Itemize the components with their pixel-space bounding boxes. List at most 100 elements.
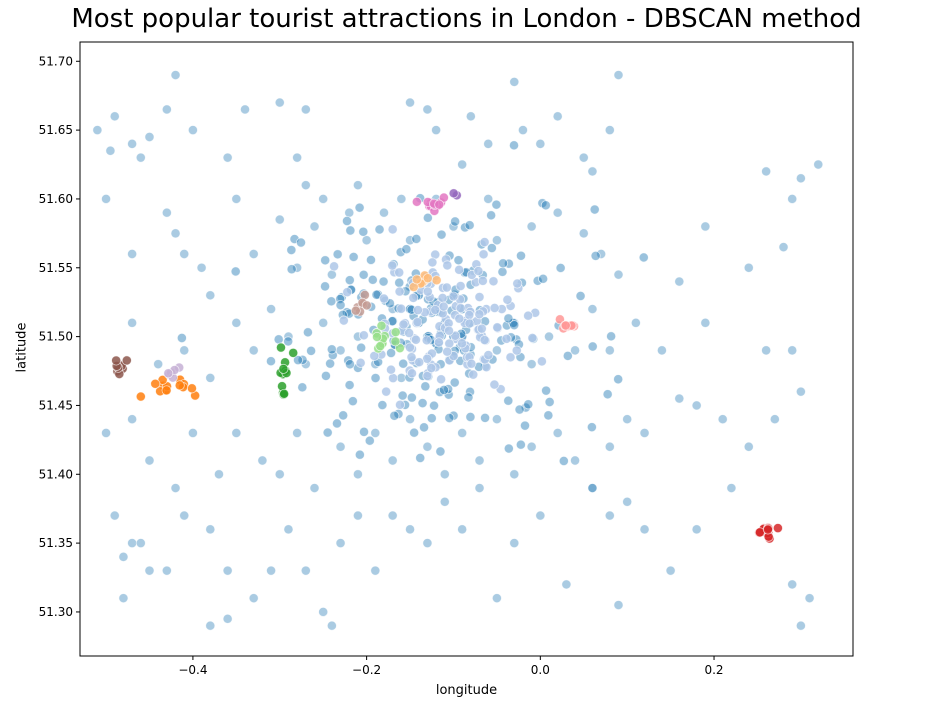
noise-point bbox=[283, 336, 294, 347]
noise-point bbox=[320, 281, 331, 292]
noise-point bbox=[356, 342, 367, 353]
noise-point bbox=[726, 483, 737, 494]
noise-point bbox=[179, 249, 190, 260]
noise-point bbox=[422, 104, 433, 115]
noise-point bbox=[248, 249, 259, 260]
cluster-7-point bbox=[375, 341, 386, 352]
cluster-0-point bbox=[421, 335, 432, 346]
cluster-0-point bbox=[473, 266, 484, 277]
noise-point bbox=[613, 600, 624, 611]
y-tick-label: 51.35 bbox=[39, 536, 73, 550]
noise-point bbox=[344, 359, 355, 370]
noise-point bbox=[769, 414, 780, 425]
cluster-0-point bbox=[329, 261, 340, 272]
noise-point bbox=[700, 317, 711, 328]
noise-point bbox=[691, 524, 702, 535]
noise-point bbox=[101, 427, 112, 438]
cluster-0-point bbox=[410, 334, 421, 345]
cluster-0-point bbox=[454, 313, 465, 324]
noise-point bbox=[358, 226, 369, 237]
cluster-3-point bbox=[772, 523, 783, 534]
noise-point bbox=[503, 395, 514, 406]
noise-point bbox=[222, 152, 233, 163]
cluster-0-point bbox=[502, 294, 513, 305]
noise-point bbox=[292, 152, 303, 163]
noise-point bbox=[438, 384, 449, 395]
cluster-9-point bbox=[560, 320, 571, 331]
cluster-8-point bbox=[422, 273, 433, 284]
noise-point bbox=[231, 317, 242, 328]
noise-point bbox=[293, 355, 304, 366]
cluster-0-point bbox=[478, 249, 489, 260]
y-tick-label: 51.50 bbox=[39, 330, 73, 344]
noise-point bbox=[332, 418, 343, 429]
noise-point bbox=[474, 483, 485, 494]
cluster-0-point bbox=[448, 291, 459, 302]
noise-point bbox=[161, 104, 172, 115]
noise-point bbox=[743, 441, 754, 452]
noise-point bbox=[283, 524, 294, 535]
noise-point bbox=[415, 452, 426, 463]
noise-point bbox=[387, 455, 398, 466]
noise-point bbox=[395, 247, 406, 258]
noise-point bbox=[604, 345, 615, 356]
noise-point bbox=[674, 276, 685, 287]
noise-point bbox=[778, 242, 789, 253]
noise-point bbox=[449, 377, 460, 388]
noise-point bbox=[266, 565, 277, 576]
noise-point bbox=[378, 207, 389, 218]
noise-point bbox=[135, 538, 146, 549]
noise-point bbox=[320, 370, 331, 381]
y-tick-label: 51.40 bbox=[39, 467, 73, 481]
noise-point bbox=[523, 399, 534, 410]
noise-point bbox=[558, 455, 569, 466]
noise-point bbox=[491, 414, 502, 425]
noise-point bbox=[700, 221, 711, 232]
noise-point bbox=[266, 304, 277, 315]
y-tick-label: 51.45 bbox=[39, 398, 73, 412]
noise-point bbox=[359, 426, 370, 437]
cluster-5-point bbox=[121, 355, 132, 366]
cluster-0-point bbox=[474, 309, 485, 320]
noise-point bbox=[691, 400, 702, 411]
cluster-1-point bbox=[174, 380, 185, 391]
cluster-0-point bbox=[464, 318, 475, 329]
noise-point bbox=[474, 455, 485, 466]
noise-point bbox=[144, 455, 155, 466]
noise-point bbox=[406, 392, 417, 403]
noise-point bbox=[491, 345, 502, 356]
noise-point bbox=[347, 396, 358, 407]
noise-point bbox=[561, 579, 572, 590]
noise-point bbox=[409, 427, 420, 438]
cluster-0-point bbox=[414, 357, 425, 368]
noise-point bbox=[804, 593, 815, 604]
noise-point bbox=[361, 235, 372, 246]
noise-point bbox=[153, 359, 164, 370]
noise-point bbox=[374, 224, 385, 235]
noise-point bbox=[543, 410, 554, 421]
noise-point bbox=[419, 422, 430, 433]
noise-point bbox=[578, 152, 589, 163]
cluster-0-point bbox=[489, 302, 500, 313]
cluster-6-point bbox=[434, 199, 445, 210]
cluster-0-point bbox=[455, 303, 466, 314]
cluster-0-point bbox=[443, 325, 454, 336]
noise-point bbox=[332, 249, 343, 260]
noise-point bbox=[135, 152, 146, 163]
cluster-0-point bbox=[358, 330, 369, 341]
cluster-0-point bbox=[433, 337, 444, 348]
cluster-0-point bbox=[381, 386, 392, 397]
noise-point bbox=[674, 393, 685, 404]
noise-point bbox=[231, 427, 242, 438]
x-tick-label: 0.2 bbox=[704, 663, 723, 677]
noise-point bbox=[509, 469, 520, 480]
noise-point bbox=[519, 420, 530, 431]
noise-point bbox=[813, 159, 824, 170]
cluster-0-point bbox=[378, 293, 389, 304]
noise-point bbox=[465, 411, 476, 422]
noise-point bbox=[515, 250, 526, 261]
noise-point bbox=[396, 193, 407, 204]
y-axis-label: latitude bbox=[14, 322, 30, 373]
noise-point bbox=[483, 138, 494, 149]
